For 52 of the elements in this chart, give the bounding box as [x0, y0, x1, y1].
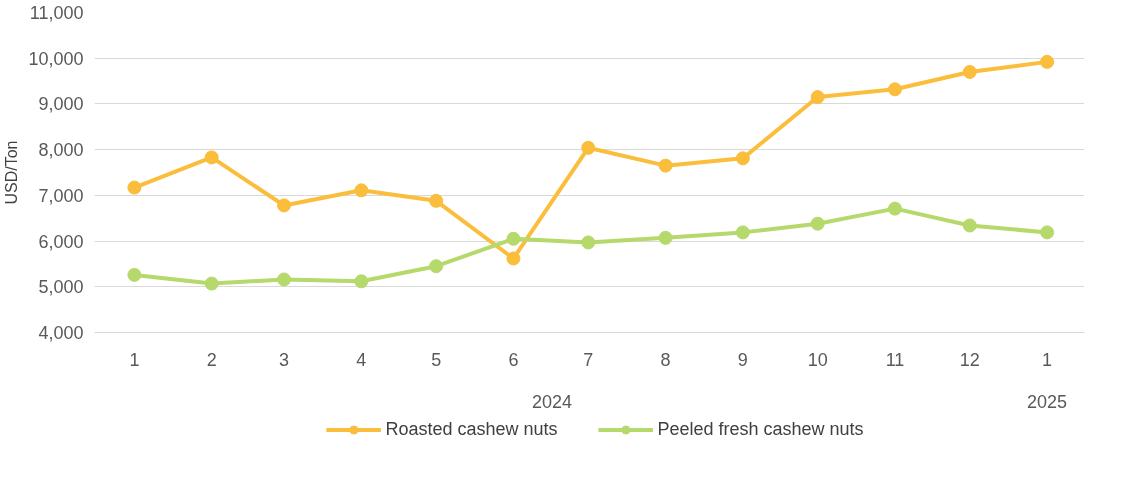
point: [277, 198, 292, 213]
point: [506, 251, 521, 266]
point: [581, 235, 596, 250]
point: [127, 180, 142, 195]
point: [204, 150, 219, 165]
y-axis-title: USD/Ton: [3, 140, 21, 205]
legend-label: Peeled fresh cashew nuts: [657, 418, 864, 440]
text: 2024: [532, 391, 573, 412]
x-tick-label: 9: [737, 349, 748, 370]
point: [429, 259, 444, 274]
point: [429, 193, 444, 208]
point: [204, 276, 219, 291]
x-tick-label: 1: [129, 349, 140, 370]
point: [354, 274, 369, 289]
x-tick-label: 11: [885, 349, 905, 370]
y-tick-label: 7,000: [38, 185, 84, 206]
y-tick-label: 4,000: [38, 323, 84, 343]
point: [887, 82, 902, 97]
point: [887, 201, 902, 216]
x-tick-label: 10: [807, 349, 828, 370]
x-tick-label: 3: [279, 349, 290, 370]
y-tick-label: 9,000: [38, 94, 84, 115]
y-tick-label: 11,000: [29, 3, 84, 23]
y-tick-label: 6,000: [38, 231, 84, 252]
x-tick-label: 6: [508, 349, 519, 370]
point: [277, 272, 292, 287]
point: [810, 216, 825, 231]
point: [962, 64, 977, 79]
y-tick-label: 10,000: [28, 48, 84, 69]
point: [506, 231, 521, 246]
point: [581, 140, 596, 155]
point: [810, 90, 825, 105]
y-tick-label: 5,000: [38, 277, 84, 298]
point: [354, 183, 369, 198]
x-tick-label: 7: [583, 349, 594, 370]
x-tick-label: 8: [660, 349, 671, 370]
point: [658, 230, 673, 245]
x-tick-label: 2: [206, 349, 217, 370]
text: 2025: [1027, 391, 1068, 412]
x-tick-label: 4: [356, 349, 367, 370]
point: [1040, 225, 1055, 240]
x-tick-label: 5: [431, 349, 442, 370]
point: [127, 267, 142, 282]
point: [735, 151, 750, 166]
x-tick-label: 12: [959, 349, 980, 370]
x-tick-label: 1: [1042, 349, 1053, 370]
y-tick-label: 8,000: [38, 140, 84, 161]
point: [735, 225, 750, 240]
point: [962, 218, 977, 233]
point: [658, 158, 673, 173]
legend-label: Roasted cashew nuts: [385, 418, 558, 440]
point: [1040, 54, 1055, 69]
